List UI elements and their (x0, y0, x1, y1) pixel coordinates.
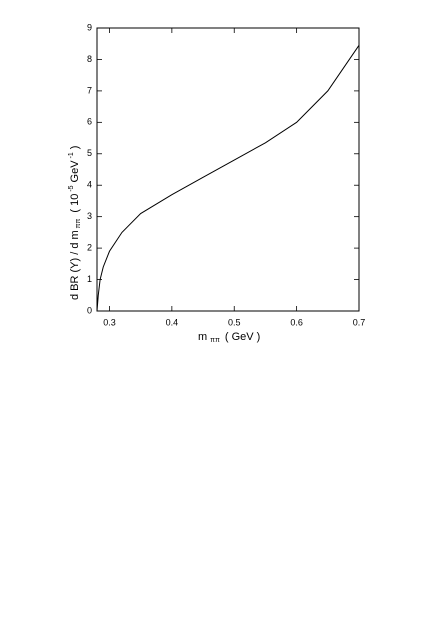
x-tick-label: 0.6 (290, 317, 303, 327)
y-tick-label: 2 (87, 242, 92, 252)
y-tick-label: 5 (87, 148, 92, 158)
x-tick-label: 0.5 (228, 317, 241, 327)
x-tick-label: 0.4 (166, 317, 179, 327)
x-axis-label: m ππ( GeV ) (198, 331, 260, 344)
x-tick-label: 0.7 (353, 317, 366, 327)
y-axis-label: d BR (Υ) / d mππ( 10-5GeV-1) (68, 146, 82, 300)
y-tick-label: 6 (87, 117, 92, 127)
curve (96, 45, 360, 312)
x-tick-label: 0.3 (103, 317, 116, 327)
y-tick-label: 9 (87, 22, 92, 32)
y-tick-label: 4 (87, 180, 92, 190)
y-tick-label: 8 (87, 54, 92, 64)
y-tick-label: 0 (87, 305, 92, 315)
y-tick-label: 1 (87, 274, 92, 284)
y-tick-label: 7 (87, 85, 92, 95)
plot-frame (96, 27, 360, 312)
y-tick-label: 3 (87, 211, 92, 221)
